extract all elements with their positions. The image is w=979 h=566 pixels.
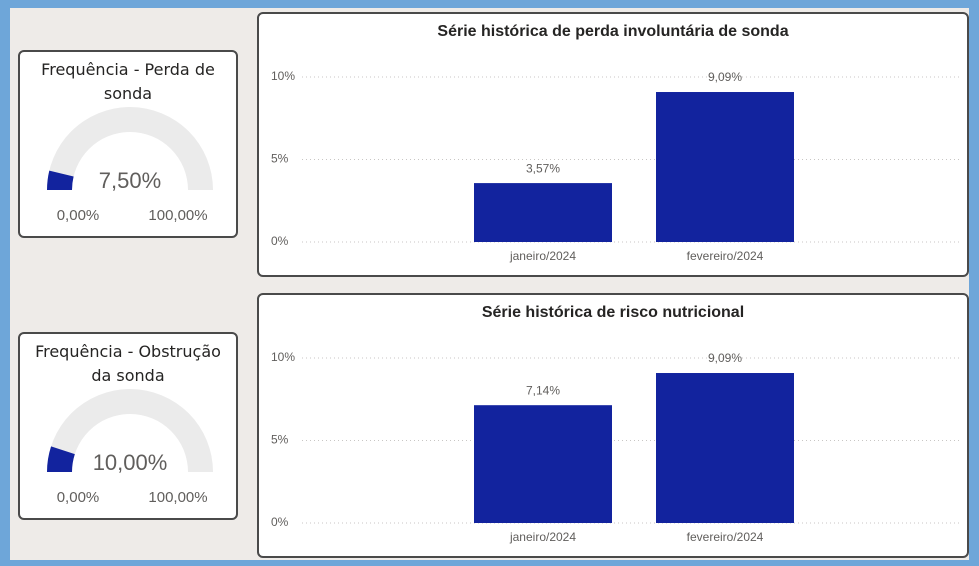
chart-title: Série histórica de risco nutricional: [482, 304, 744, 321]
data-label: 9,09%: [708, 70, 742, 84]
chart-card: 10,00% 0,00% 100,00% Frequência - Obstrução…: [18, 332, 238, 520]
chart: Série histórica de perda involuntária de…: [259, 14, 967, 275]
gauge-title: Frequência - Perda de sonda: [28, 58, 228, 106]
x-tick-label: fevereiro/2024: [687, 249, 764, 263]
y-tick-label: 0%: [271, 515, 289, 529]
chart: Série histórica de risco nutricional 0% 5%…: [259, 295, 967, 556]
data-label: 9,09%: [708, 351, 742, 365]
bar: [656, 373, 794, 523]
y-tick-label: 0%: [271, 234, 289, 248]
gauge-range-label: 0,00%: [57, 207, 100, 224]
data-label: 3,57%: [526, 161, 560, 175]
y-tick-label: 10%: [271, 350, 295, 364]
gauge-value: 10,00%: [93, 450, 168, 475]
y-tick-label: 5%: [271, 433, 289, 447]
dashboard: 7,50% 0,00% 100,00% Frequência - Perda de s…: [10, 8, 969, 560]
chart-card: Série histórica de perda involuntária de…: [257, 12, 969, 277]
bar: [474, 405, 612, 523]
data-label: 7,14%: [526, 383, 560, 397]
chart-title: Série histórica de perda involuntária de…: [437, 23, 788, 40]
x-tick-label: fevereiro/2024: [687, 530, 764, 544]
x-tick-label: janeiro/2024: [509, 530, 576, 544]
gauge-title: Frequência - Obstrução da sonda: [28, 340, 228, 388]
page: {"chart_data": [ {"type": "gauge", "titl…: [0, 0, 979, 566]
gauge-range-label: 100,00%: [148, 207, 207, 224]
gauge-range-label: 100,00%: [148, 489, 207, 506]
y-tick-label: 10%: [271, 69, 295, 83]
chart-card: Série histórica de risco nutricional 0% 5%…: [257, 293, 969, 558]
bar: [656, 92, 794, 242]
chart-card: 7,50% 0,00% 100,00% Frequência - Perda de s…: [18, 50, 238, 238]
gauge-value: 7,50%: [99, 168, 161, 193]
bar: [474, 183, 612, 242]
y-tick-label: 5%: [271, 152, 289, 166]
gauge-range-label: 0,00%: [57, 489, 100, 506]
x-tick-label: janeiro/2024: [509, 249, 576, 263]
